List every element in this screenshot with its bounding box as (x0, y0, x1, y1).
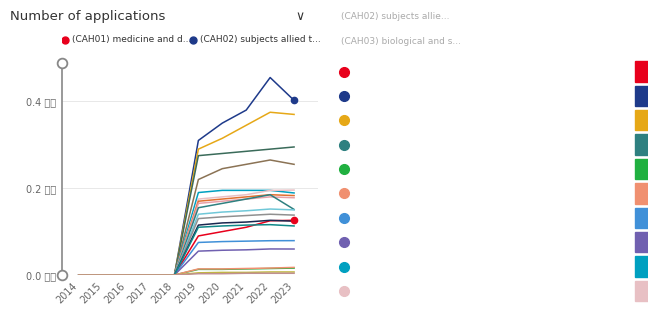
Bar (636, 256, 648, 277)
Text: (CAH01) medicine and d...: (CAH01) medicine and d... (72, 35, 192, 44)
Text: 15,880: 15,880 (594, 164, 628, 174)
Text: 189,030: 189,030 (588, 262, 628, 271)
Text: (CAH10) engineering and technology: (CAH10) engineering and technology (412, 262, 569, 271)
Text: (CAH05) veterinary sciences: (CAH05) veterinary sciences (448, 164, 569, 174)
Bar (636, 135, 648, 155)
Text: 126,030: 126,030 (588, 67, 628, 76)
Text: (CAH02) subjects allie...: (CAH02) subjects allie... (341, 12, 450, 21)
Text: (CAH02) subjects allied to medicine: (CAH02) subjects allied to medicine (419, 91, 569, 100)
Text: (CAH04) psychology: (CAH04) psychology (483, 140, 569, 149)
Text: 402,380: 402,380 (588, 91, 628, 100)
Text: 171,750: 171,750 (587, 116, 628, 125)
Bar (636, 207, 648, 228)
Text: (CAH11) computing: (CAH11) computing (486, 286, 569, 295)
Text: (CAH01) medicine and dentistry: (CAH01) medicine and dentistry (434, 67, 569, 76)
Text: (CAH09) mathematical sciences: (CAH09) mathematical sciences (434, 238, 569, 247)
Bar (636, 232, 648, 252)
Bar (636, 61, 648, 82)
Bar (636, 159, 648, 179)
Text: (CAH03) biological and sport sciences: (CAH03) biological and sport sciences (409, 116, 569, 125)
Text: 79,150: 79,150 (594, 213, 628, 222)
Bar (636, 85, 648, 106)
Text: 195,690: 195,690 (587, 286, 628, 295)
Text: 59,860: 59,860 (594, 238, 628, 247)
Text: (CAH03) biological and s...: (CAH03) biological and s... (341, 37, 461, 46)
Text: Number of applications: Number of applications (10, 10, 165, 23)
Text: 2023: 2023 (338, 32, 373, 46)
Text: 151,080: 151,080 (588, 140, 628, 149)
Bar (636, 110, 648, 130)
Bar (636, 280, 648, 301)
Text: (CAH06) agriculture, food and related studies: (CAH06) agriculture, food and related st… (377, 189, 569, 198)
Text: ∨: ∨ (295, 10, 305, 23)
Text: (CAH02) subjects allied t...: (CAH02) subjects allied t... (200, 35, 321, 44)
Text: 17,500: 17,500 (594, 189, 628, 198)
Text: (CAH07) physical sciences: (CAH07) physical sciences (457, 213, 569, 222)
Bar (636, 183, 648, 203)
